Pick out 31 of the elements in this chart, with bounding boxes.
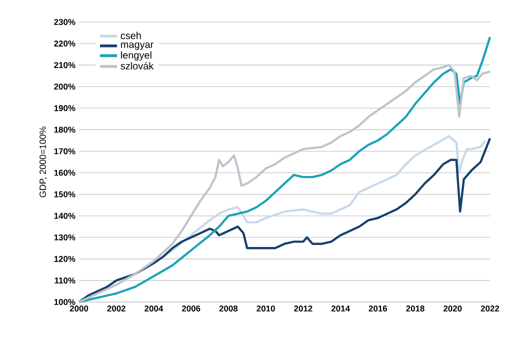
- y-tick-label: 200%: [54, 84, 76, 90]
- y-axis-title: GDP, 2000=100%: [40, 126, 47, 198]
- x-tick-label: 2016: [368, 306, 388, 312]
- y-tick-label: 210%: [54, 62, 76, 68]
- y-tick-label: 220%: [54, 40, 76, 47]
- y-tick-label: 170%: [54, 148, 76, 154]
- x-tick-label: 2020: [444, 306, 462, 312]
- y-tick-label: 150%: [54, 191, 76, 198]
- x-tick-label: 2002: [107, 306, 126, 312]
- y-tick-label: 160%: [54, 170, 76, 176]
- legend-label: lengyel: [121, 51, 152, 61]
- x-tick-label: 2004: [144, 306, 164, 312]
- x-tick-label: 2010: [256, 306, 275, 312]
- x-tick-label: 2012: [294, 306, 312, 312]
- y-tick-label: 180%: [54, 126, 76, 133]
- legend-label: szlovák: [120, 62, 154, 70]
- y-tick-label: 140%: [54, 212, 76, 219]
- x-tick-label: 2000: [70, 306, 88, 312]
- y-tick-label: 120%: [54, 256, 76, 262]
- y-tick-label: 230%: [54, 19, 76, 25]
- y-tick-label: 130%: [54, 234, 76, 240]
- x-tick-label: 2022: [480, 306, 500, 312]
- y-tick-label: 100%: [54, 299, 76, 305]
- x-tick-label: 2018: [406, 306, 424, 312]
- x-tick-label: 2008: [219, 306, 238, 312]
- y-tick-label: 190%: [54, 105, 76, 112]
- y-tick-label: 110%: [54, 277, 76, 284]
- legend-label: magyar: [121, 42, 154, 50]
- legend-label: cseh: [120, 32, 141, 40]
- x-tick-label: 2014: [331, 306, 350, 312]
- x-tick-label: 2006: [182, 306, 200, 312]
